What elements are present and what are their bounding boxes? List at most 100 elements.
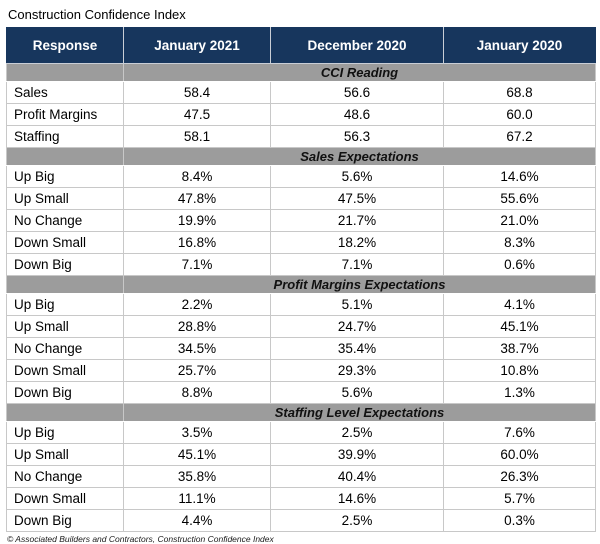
row-value: 68.8	[443, 81, 596, 104]
row-value: 16.8%	[123, 231, 271, 254]
row-label: Down Small	[6, 359, 124, 382]
page-title: Construction Confidence Index	[8, 7, 186, 22]
section-header-spacer	[6, 147, 124, 166]
table-row: Down Small 11.1% 14.6% 5.7%	[6, 487, 596, 510]
row-value: 39.9%	[270, 443, 444, 466]
row-label: Sales	[6, 81, 124, 104]
table-row: No Change 34.5% 35.4% 38.7%	[6, 337, 596, 360]
cci-table: Response January 2021 December 2020 Janu…	[6, 27, 596, 532]
row-value: 7.1%	[123, 253, 271, 276]
row-value: 5.1%	[270, 293, 444, 316]
row-value: 24.7%	[270, 315, 444, 338]
row-label: Down Big	[6, 253, 124, 276]
row-value: 67.2	[443, 125, 596, 148]
table-row: Down Small 16.8% 18.2% 8.3%	[6, 231, 596, 254]
row-label: Up Small	[6, 187, 124, 210]
row-value: 3.5%	[123, 421, 271, 444]
row-value: 10.8%	[443, 359, 596, 382]
table-row: Down Small 25.7% 29.3% 10.8%	[6, 359, 596, 382]
row-value: 1.3%	[443, 381, 596, 404]
row-value: 48.6	[270, 103, 444, 126]
table-row: Up Small 47.8% 47.5% 55.6%	[6, 187, 596, 210]
table-row: No Change 35.8% 40.4% 26.3%	[6, 465, 596, 488]
row-value: 47.5	[123, 103, 271, 126]
table-row: Up Small 45.1% 39.9% 60.0%	[6, 443, 596, 466]
row-label: No Change	[6, 465, 124, 488]
table-row: Down Big 4.4% 2.5% 0.3%	[6, 509, 596, 532]
row-value: 7.6%	[443, 421, 596, 444]
section-header-label: Sales Expectations	[123, 147, 596, 166]
row-label: Staffing	[6, 125, 124, 148]
row-value: 18.2%	[270, 231, 444, 254]
row-label: Up Big	[6, 293, 124, 316]
row-label: Up Big	[6, 421, 124, 444]
row-value: 5.6%	[270, 165, 444, 188]
row-value: 2.2%	[123, 293, 271, 316]
table-row: Up Big 3.5% 2.5% 7.6%	[6, 421, 596, 444]
row-label: Down Small	[6, 231, 124, 254]
row-value: 0.3%	[443, 509, 596, 532]
row-label: Up Big	[6, 165, 124, 188]
row-label: Up Small	[6, 315, 124, 338]
section-header-row: Staffing Level Expectations	[6, 403, 596, 422]
row-value: 2.5%	[270, 421, 444, 444]
row-value: 8.8%	[123, 381, 271, 404]
row-value: 35.8%	[123, 465, 271, 488]
row-value: 58.4	[123, 81, 271, 104]
row-value: 29.3%	[270, 359, 444, 382]
section-header-row: Profit Margins Expectations	[6, 275, 596, 294]
row-label: No Change	[6, 209, 124, 232]
row-value: 14.6%	[443, 165, 596, 188]
section-header-label: Profit Margins Expectations	[123, 275, 596, 294]
row-value: 56.6	[270, 81, 444, 104]
row-label: Down Big	[6, 509, 124, 532]
section-header-row: Sales Expectations	[6, 147, 596, 166]
row-value: 4.4%	[123, 509, 271, 532]
section-header-spacer	[6, 403, 124, 422]
row-value: 28.8%	[123, 315, 271, 338]
row-value: 55.6%	[443, 187, 596, 210]
row-value: 34.5%	[123, 337, 271, 360]
section-header-row: CCI Reading	[6, 63, 596, 82]
row-value: 60.0%	[443, 443, 596, 466]
row-value: 5.7%	[443, 487, 596, 510]
row-value: 7.1%	[270, 253, 444, 276]
table-row: Up Small 28.8% 24.7% 45.1%	[6, 315, 596, 338]
row-value: 21.7%	[270, 209, 444, 232]
row-value: 2.5%	[270, 509, 444, 532]
table-row: Down Big 8.8% 5.6% 1.3%	[6, 381, 596, 404]
row-label: No Change	[6, 337, 124, 360]
section-header-spacer	[6, 63, 124, 82]
section-header-label: Staffing Level Expectations	[123, 403, 596, 422]
row-value: 45.1%	[443, 315, 596, 338]
table-row: Staffing 58.1 56.3 67.2	[6, 125, 596, 148]
column-header-december-2020: December 2020	[270, 27, 444, 64]
row-value: 11.1%	[123, 487, 271, 510]
section-header-label: CCI Reading	[123, 63, 596, 82]
row-value: 19.9%	[123, 209, 271, 232]
table-row: Profit Margins 47.5 48.6 60.0	[6, 103, 596, 126]
column-header-january-2020: January 2020	[443, 27, 596, 64]
row-label: Down Small	[6, 487, 124, 510]
column-header-response: Response	[6, 27, 124, 64]
row-value: 35.4%	[270, 337, 444, 360]
row-value: 47.5%	[270, 187, 444, 210]
row-value: 5.6%	[270, 381, 444, 404]
table-row: Up Big 2.2% 5.1% 4.1%	[6, 293, 596, 316]
table-row: Up Big 8.4% 5.6% 14.6%	[6, 165, 596, 188]
row-value: 21.0%	[443, 209, 596, 232]
row-value: 58.1	[123, 125, 271, 148]
source-attribution: © Associated Builders and Contractors, C…	[7, 534, 274, 544]
row-value: 8.4%	[123, 165, 271, 188]
row-value: 47.8%	[123, 187, 271, 210]
section-header-spacer	[6, 275, 124, 294]
row-value: 38.7%	[443, 337, 596, 360]
table-header-row: Response January 2021 December 2020 Janu…	[6, 27, 596, 64]
table-row: Down Big 7.1% 7.1% 0.6%	[6, 253, 596, 276]
row-value: 25.7%	[123, 359, 271, 382]
table-row: No Change 19.9% 21.7% 21.0%	[6, 209, 596, 232]
row-value: 4.1%	[443, 293, 596, 316]
table-row: Sales 58.4 56.6 68.8	[6, 81, 596, 104]
row-value: 0.6%	[443, 253, 596, 276]
row-value: 26.3%	[443, 465, 596, 488]
